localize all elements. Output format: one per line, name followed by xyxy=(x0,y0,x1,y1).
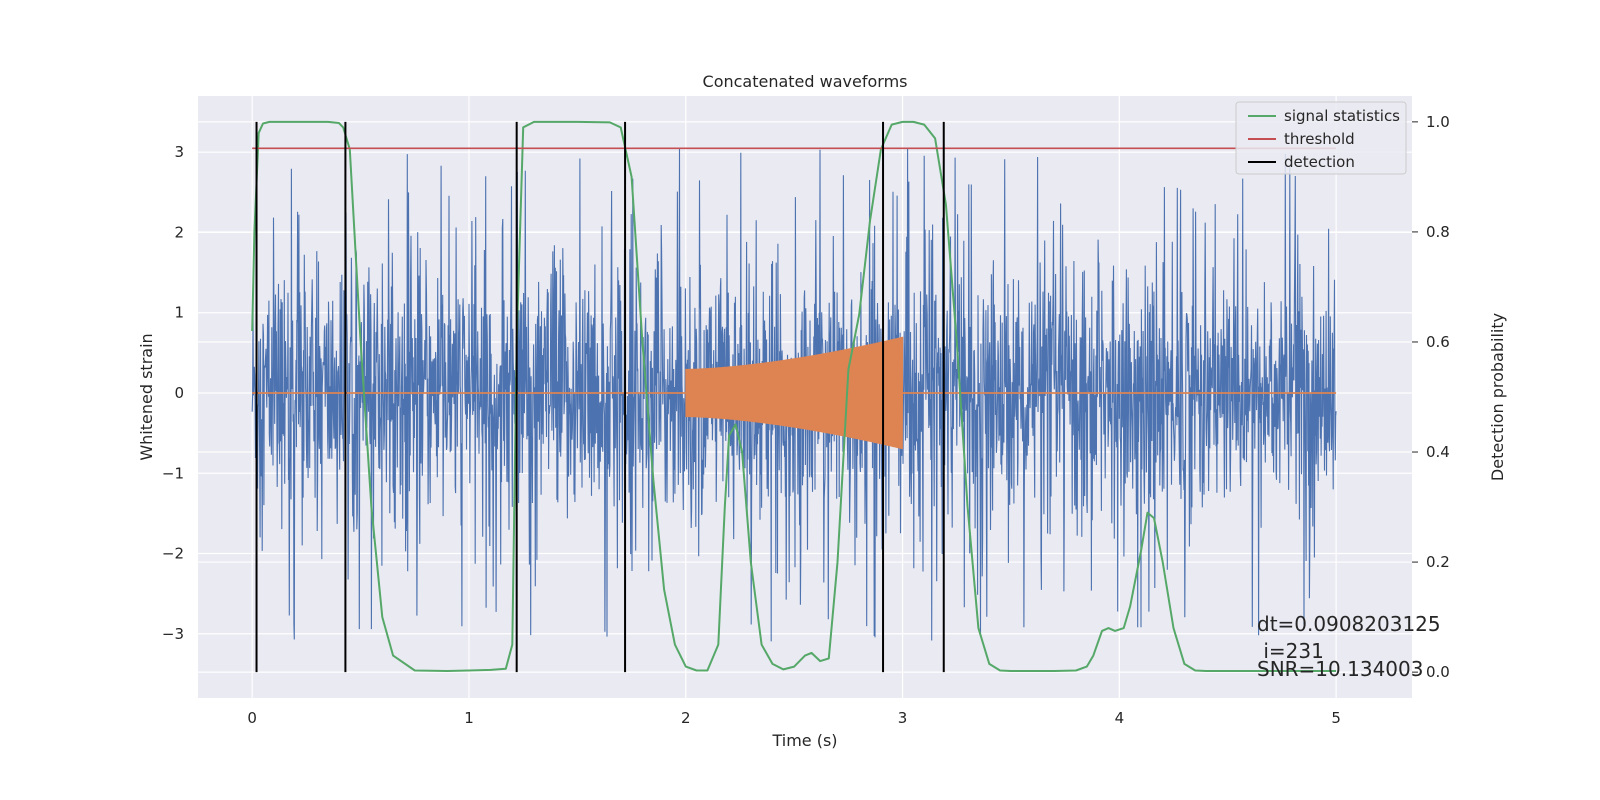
x-tick-label: 1 xyxy=(464,709,474,727)
x-tick-label: 4 xyxy=(1115,709,1125,727)
x-tick-label: 0 xyxy=(247,709,257,727)
y2-tick-label: 0.6 xyxy=(1426,333,1450,351)
injection-chirp xyxy=(685,336,904,450)
y-tick-label: 3 xyxy=(174,143,184,161)
y2-tick-label: 0.8 xyxy=(1426,223,1450,241)
y-tick-label: −1 xyxy=(162,464,184,482)
legend-box xyxy=(1235,101,1407,175)
probability-series xyxy=(251,120,1337,673)
x-tick-label: 2 xyxy=(681,709,691,727)
y-axis-label: Whitened strain xyxy=(137,333,156,460)
annotation-index: i=231 xyxy=(1257,639,1324,663)
x-tick-label: 3 xyxy=(898,709,908,727)
y2-tick-label: 1.0 xyxy=(1426,113,1450,131)
ticks: 0 1 2 3 4 5 −3 −2 −1 0 1 2 3 0.0 0.2 0.4 0.6 0.8 1.0 xyxy=(162,113,1450,727)
y-tick-label: 1 xyxy=(174,304,184,322)
x-tick-label: 5 xyxy=(1331,709,1341,727)
x-axis-label: Time (s) xyxy=(771,731,837,750)
y2-tick-label: 0.4 xyxy=(1426,443,1450,461)
signal-statistics-line xyxy=(251,120,1337,672)
y-tick-label: −2 xyxy=(162,545,184,563)
injection-series xyxy=(252,336,1337,450)
chart-title: Concatenated waveforms xyxy=(703,72,908,91)
legend-label-threshold: threshold xyxy=(1284,130,1355,148)
annotation-snr: SNR=10.134003 xyxy=(1257,657,1423,681)
y-tick-label: −3 xyxy=(162,625,184,643)
y2-tick-label: 0.2 xyxy=(1426,553,1450,571)
legend-label-signal-statistics: signal statistics xyxy=(1284,107,1400,125)
y-tick-label: 2 xyxy=(174,223,184,241)
annotation-dt: dt=0.0908203125 xyxy=(1257,612,1441,636)
legend: signal statistics threshold detection xyxy=(1235,101,1407,175)
legend-label-detection: detection xyxy=(1284,153,1355,171)
y2-tick-label: 0.0 xyxy=(1426,663,1450,681)
y-tick-label: 0 xyxy=(174,384,184,402)
y2-axis-label: Detection probability xyxy=(1488,313,1507,481)
